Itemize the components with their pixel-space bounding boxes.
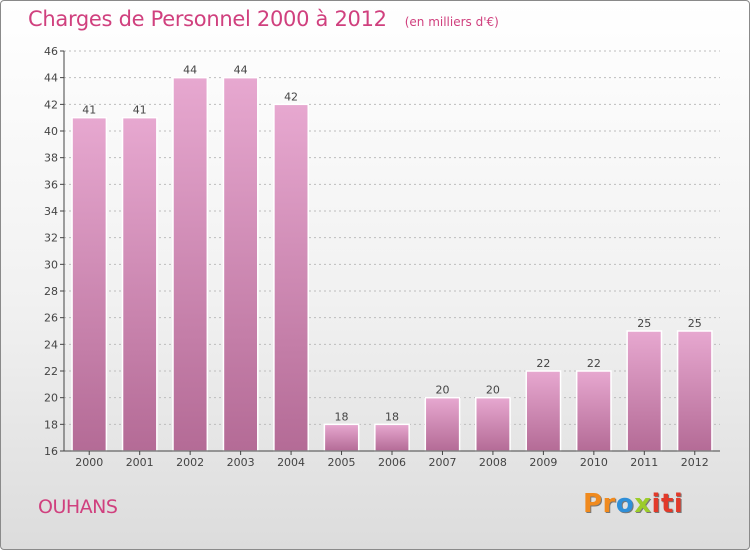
chart-title: Charges de Personnel 2000 à 2012 [28,7,387,31]
x-tick-label: 2002 [176,456,204,469]
y-tick-label: 28 [44,285,58,298]
y-tick-label: 38 [44,152,58,165]
data-label: 25 [637,317,651,330]
logo-part: o [615,489,635,519]
y-tick-label: 18 [44,418,58,431]
city-name: OUHANS [38,496,118,518]
y-tick-label: 42 [44,98,58,111]
data-label: 20 [486,384,500,397]
data-label: 41 [82,104,96,117]
bar [172,76,209,452]
data-label: 42 [284,90,298,103]
x-tick-label: 2000 [75,456,103,469]
y-tick-label: 24 [44,338,58,351]
data-label: 44 [183,64,197,77]
data-label: 44 [234,64,248,77]
data-label: 41 [133,104,147,117]
data-label: 22 [587,357,601,370]
logo-part: Pr [583,489,616,519]
y-tick-label: 20 [44,392,58,405]
x-tick-label: 2009 [529,456,557,469]
y-tick-label: 16 [44,445,58,458]
bar [525,370,562,452]
proxiti-logo: Proxiti [583,489,683,519]
x-tick-label: 2006 [378,456,406,469]
data-label: 18 [335,410,349,423]
y-tick-label: 26 [44,312,58,325]
data-label: 22 [536,357,550,370]
bar [575,370,612,452]
x-tick-label: 2010 [580,456,608,469]
bar [323,423,360,452]
y-tick-label: 44 [44,72,58,85]
x-tick-label: 2005 [328,456,356,469]
bar [626,330,663,452]
x-tick-label: 2011 [630,456,658,469]
data-label: 18 [385,410,399,423]
x-tick-label: 2012 [681,456,709,469]
data-label: 20 [435,384,449,397]
x-tick-label: 2007 [428,456,456,469]
data-label: 25 [688,317,702,330]
logo-part: iti [651,489,684,519]
y-tick-label: 32 [44,232,58,245]
y-tick-label: 36 [44,178,58,191]
x-tick-label: 2004 [277,456,305,469]
x-tick-label: 2003 [227,456,255,469]
bar [71,116,108,452]
bar [222,76,259,452]
bar [121,116,158,452]
y-tick-label: 34 [44,205,58,218]
bar [475,396,511,452]
x-tick-label: 2001 [126,456,154,469]
bar [424,396,461,452]
bar [374,423,410,452]
x-tick-label: 2008 [479,456,507,469]
y-tick-label: 40 [44,125,58,138]
bar [676,330,713,452]
title-row: Charges de Personnel 2000 à 2012 (en mil… [28,7,499,31]
y-tick-label: 46 [44,45,58,58]
chart-subtitle: (en milliers d'€) [404,15,499,29]
y-tick-label: 30 [44,258,58,271]
y-tick-label: 22 [44,365,58,378]
logo-part: x [634,489,652,519]
bar [273,103,309,452]
